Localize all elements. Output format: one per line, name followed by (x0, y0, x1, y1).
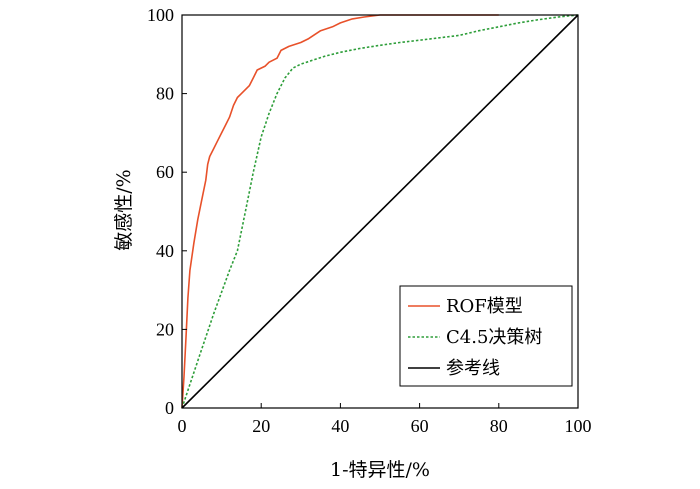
x-tick-label: 20 (252, 416, 270, 436)
y-tick-label: 100 (147, 5, 174, 25)
x-tick-label: 0 (178, 416, 187, 436)
series-line-1 (181, 14, 579, 409)
legend-box (399, 285, 573, 387)
legend-label-2: 参考线 (446, 358, 500, 379)
y-tick-label: 20 (156, 319, 174, 339)
x-axis-title: 1-特异性/% (330, 459, 430, 481)
y-tick-label: 40 (156, 241, 174, 261)
x-tick-label: 80 (490, 416, 508, 436)
legend-label-1: C4.5决策树 (446, 327, 542, 348)
y-axis-title: 敏感性/% (113, 169, 135, 250)
x-tick-label: 40 (331, 416, 349, 436)
y-tick-label: 80 (156, 84, 174, 104)
x-tick-label: 60 (411, 416, 429, 436)
plot-frame (181, 14, 579, 409)
plot-lines (181, 14, 579, 409)
series-line-0 (181, 14, 499, 409)
legend-label-0: ROF模型 (446, 296, 523, 317)
x-tick-label: 100 (565, 416, 592, 436)
y-tick-label: 0 (165, 398, 174, 418)
axis-ticks: 0 20 40 60 80 100 0 20 40 60 80 100 (147, 5, 592, 436)
y-tick-label: 60 (156, 162, 174, 182)
series-line-2 (181, 14, 579, 409)
